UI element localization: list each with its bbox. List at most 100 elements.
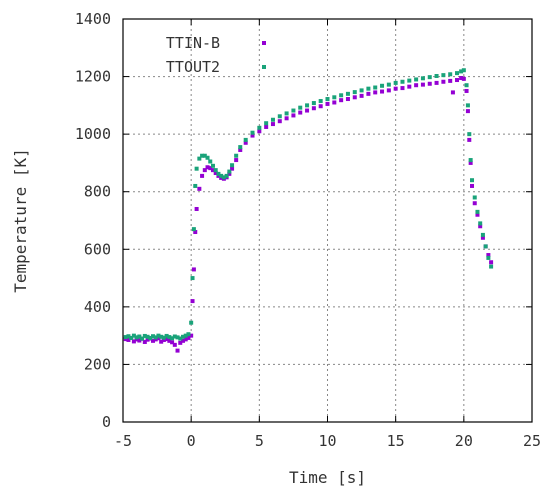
y-tick-label: 200 bbox=[84, 355, 111, 373]
point-ttout2 bbox=[373, 85, 378, 90]
point-ttout2 bbox=[483, 244, 488, 249]
point-ttout2 bbox=[257, 125, 262, 130]
point-ttin-b bbox=[234, 158, 239, 163]
point-ttout2 bbox=[150, 334, 155, 339]
point-ttout2 bbox=[190, 276, 195, 281]
point-ttout2 bbox=[277, 114, 282, 119]
point-ttin-b bbox=[434, 80, 439, 85]
point-ttin-b bbox=[470, 183, 475, 188]
point-ttin-b bbox=[216, 173, 221, 178]
point-ttout2 bbox=[468, 158, 473, 163]
point-ttout2 bbox=[208, 159, 213, 164]
point-ttout2 bbox=[145, 334, 150, 339]
point-ttout2 bbox=[134, 335, 139, 340]
point-ttin-b bbox=[219, 175, 224, 180]
point-ttin-b bbox=[305, 108, 310, 113]
point-ttin-b bbox=[448, 78, 453, 83]
point-ttin-b bbox=[420, 82, 425, 87]
point-ttout2 bbox=[172, 334, 177, 339]
point-ttout2 bbox=[427, 75, 432, 80]
point-ttout2 bbox=[230, 163, 235, 168]
point-ttout2 bbox=[205, 155, 210, 160]
point-ttout2 bbox=[238, 145, 243, 150]
point-ttin-b bbox=[208, 166, 213, 171]
x-tick-label: -5 bbox=[114, 432, 132, 450]
point-ttout2 bbox=[153, 335, 158, 340]
point-ttout2 bbox=[434, 73, 439, 78]
point-ttin-b bbox=[191, 267, 196, 272]
point-ttout2 bbox=[180, 334, 185, 339]
point-ttout2 bbox=[123, 335, 128, 340]
point-ttout2 bbox=[486, 255, 491, 260]
point-ttout2 bbox=[352, 90, 357, 95]
point-ttout2 bbox=[164, 333, 169, 338]
point-ttin-b bbox=[210, 168, 215, 173]
point-ttin-b bbox=[194, 206, 199, 211]
point-ttin-b bbox=[441, 79, 446, 84]
point-ttin-b bbox=[150, 338, 155, 343]
point-ttout2 bbox=[194, 166, 199, 171]
point-ttout2 bbox=[366, 86, 371, 91]
legend: TTIN-B TTOUT2 bbox=[166, 34, 266, 76]
point-ttout2 bbox=[420, 76, 425, 81]
point-ttin-b bbox=[175, 348, 180, 353]
point-ttin-b bbox=[145, 337, 150, 342]
point-ttin-b bbox=[190, 299, 195, 304]
y-tick-label: 0 bbox=[102, 413, 111, 431]
point-ttout2 bbox=[193, 183, 198, 188]
point-ttout2 bbox=[459, 69, 464, 74]
point-ttout2 bbox=[148, 335, 153, 340]
point-ttout2 bbox=[332, 95, 337, 100]
point-ttin-b bbox=[359, 93, 364, 98]
point-ttout2 bbox=[478, 221, 483, 226]
point-ttout2 bbox=[129, 335, 134, 340]
point-ttin-b bbox=[318, 104, 323, 109]
point-ttin-b bbox=[200, 173, 205, 178]
point-ttin-b bbox=[159, 339, 164, 344]
point-ttin-b bbox=[478, 224, 483, 229]
point-ttout2 bbox=[189, 320, 194, 325]
point-ttin-b bbox=[197, 186, 202, 191]
point-ttout2 bbox=[140, 336, 145, 341]
point-ttin-b bbox=[291, 113, 296, 118]
point-ttin-b bbox=[427, 81, 432, 86]
point-ttin-b bbox=[250, 133, 255, 138]
y-tick-label: 800 bbox=[84, 183, 111, 201]
point-ttin-b bbox=[486, 253, 491, 258]
x-axis-label: Time [s] bbox=[289, 468, 366, 487]
point-ttout2 bbox=[393, 80, 398, 85]
point-ttin-b bbox=[167, 338, 172, 343]
point-ttout2 bbox=[224, 173, 229, 178]
point-ttout2 bbox=[441, 73, 446, 78]
point-ttout2 bbox=[318, 99, 323, 104]
point-ttout2 bbox=[270, 117, 275, 122]
x-tick-label: 0 bbox=[187, 432, 196, 450]
axis-ticks bbox=[122, 18, 533, 423]
point-ttin-b bbox=[123, 337, 128, 342]
point-ttout2 bbox=[178, 336, 183, 341]
point-ttout2 bbox=[202, 153, 207, 158]
y-tick-label: 1200 bbox=[75, 68, 111, 86]
point-ttin-b bbox=[461, 76, 466, 81]
point-ttout2 bbox=[250, 130, 255, 135]
point-ttin-b bbox=[186, 335, 191, 340]
point-ttin-b bbox=[298, 110, 303, 115]
point-ttout2 bbox=[191, 227, 196, 232]
point-ttout2 bbox=[227, 169, 232, 174]
point-ttout2 bbox=[464, 83, 469, 88]
point-ttout2 bbox=[407, 78, 412, 83]
point-ttin-b bbox=[311, 106, 316, 111]
point-ttin-b bbox=[386, 88, 391, 93]
point-ttout2 bbox=[197, 156, 202, 161]
point-ttout2 bbox=[475, 209, 480, 214]
point-ttout2 bbox=[156, 333, 161, 338]
point-ttin-b bbox=[393, 86, 398, 91]
point-ttout2 bbox=[183, 333, 188, 338]
point-ttin-b bbox=[137, 338, 142, 343]
point-ttout2 bbox=[167, 335, 172, 340]
point-ttout2 bbox=[219, 173, 224, 178]
point-ttin-b bbox=[465, 109, 470, 114]
point-ttout2 bbox=[142, 333, 147, 338]
point-ttin-b bbox=[126, 337, 131, 342]
